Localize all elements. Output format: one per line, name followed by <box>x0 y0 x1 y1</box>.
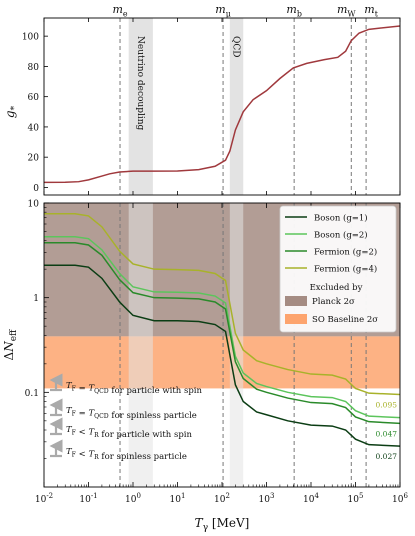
top-series <box>44 25 400 184</box>
bottom-x-ticks: 10-2 10-1 100 101 102 103 104 105 106 <box>35 203 408 505</box>
x-tick-label-8: 106 <box>392 492 408 505</box>
legend-excluded-by: Excluded by <box>310 283 363 293</box>
band-bottom-0 <box>128 203 153 487</box>
legend-label-3: Fermion (g=4) <box>314 264 377 275</box>
mass-label-0: me <box>112 3 127 18</box>
g-star-curve <box>44 25 400 184</box>
bottom-y-tick-label-2: 0.1 <box>25 389 39 399</box>
mass-labels: me mμ mb mW mt <box>112 3 378 18</box>
x-tick-label-3: 101 <box>170 492 186 505</box>
annotation-2: TF < TR for particle with spin <box>66 425 192 440</box>
bottom-series <box>44 213 400 447</box>
mass-label-4: mt <box>364 3 378 18</box>
series-line-0 <box>44 264 400 447</box>
bottom-y-tick-label-1: 1 <box>33 294 39 304</box>
annotation-0: TF = TQCD for particle with spin <box>66 381 202 396</box>
legend-box <box>279 205 397 333</box>
x-tick-label-7: 105 <box>348 492 364 505</box>
x-tick-label-5: 103 <box>259 492 275 505</box>
mass-threshold-lines <box>119 18 367 195</box>
mass-label-1: mμ <box>215 3 231 18</box>
end-label-0: 0.027 <box>376 452 398 461</box>
bottom-bands <box>128 203 244 487</box>
legend-planck-label: Planck 2σ <box>312 297 355 307</box>
annotation-1: TF = TQCD for spinless particle <box>66 406 197 421</box>
band-0 <box>128 18 153 195</box>
region-1 <box>44 336 400 389</box>
top-frame <box>43 17 401 196</box>
top-panel: Neutrino decoupling QCD 0 20 40 60 80 100 me mμ… <box>3 3 401 196</box>
top-x-ticks <box>43 18 401 195</box>
top-y-tick-label-4: 80 <box>28 63 40 73</box>
bottom-y-axis-label: ΔNeff <box>2 329 19 360</box>
x-tick-label-1: 10-1 <box>79 492 97 505</box>
legend: Boson (g=1) Boson (g=2) Fermion (g=2) Fermi… <box>279 205 397 333</box>
top-bands: Neutrino decoupling QCD <box>128 18 244 195</box>
band-label-0: Neutrino decoupling <box>135 36 145 131</box>
legend-label-1: Boson (g=2) <box>314 230 368 241</box>
x-tick-label-4: 102 <box>214 492 230 505</box>
top-y-tick-label-5: 100 <box>22 33 39 43</box>
legend-so-swatch <box>285 314 307 324</box>
top-y-tick-label-3: 60 <box>28 93 40 103</box>
bottom-mass-threshold-lines <box>119 203 367 487</box>
x-tick-label-2: 100 <box>125 492 141 505</box>
x-axis-label: Tγ [MeV] <box>195 516 250 533</box>
series-line-3 <box>44 213 400 396</box>
mass-label-2: mb <box>286 3 302 18</box>
band-1 <box>229 18 244 195</box>
legend-label-0: Boson (g=1) <box>314 213 368 224</box>
series-line-1 <box>44 236 400 419</box>
bottom-y-ticks: 10 1 0.1 <box>25 200 49 459</box>
end-value-labels: 0.027 0.047 0.095 <box>376 400 398 461</box>
bottom-y-tick-label-0: 10 <box>28 200 40 210</box>
x-tick-label-0: 10-2 <box>35 492 53 505</box>
top-y-axis-label: g* <box>3 105 20 118</box>
top-y-tick-label-1: 20 <box>28 154 40 164</box>
legend-planck-swatch <box>285 296 307 306</box>
end-label-2: 0.095 <box>376 400 398 409</box>
legend-so-label: SO Baseline 2σ <box>312 315 378 325</box>
top-y-tick-label-0: 0 <box>33 184 39 194</box>
band-bottom-1 <box>229 203 244 487</box>
end-label-1: 0.047 <box>376 429 398 438</box>
top-y-tick-label-2: 40 <box>28 123 40 133</box>
mass-label-3: mW <box>337 3 356 18</box>
top-y-ticks: 0 20 40 60 80 100 <box>22 33 48 194</box>
series-line-2 <box>44 242 400 425</box>
annotation-3: TF < TR for spinless particle <box>66 447 187 462</box>
threshold-annotations: TF = TQCD for particle with spin TF = TQC… <box>49 373 202 462</box>
legend-series: Boson (g=1) Boson (g=2) Fermion (g=2) Fermi… <box>285 213 377 275</box>
x-tick-label-6: 104 <box>303 492 319 505</box>
legend-label-2: Fermion (g=2) <box>314 247 377 258</box>
band-label-1: QCD <box>231 36 241 57</box>
